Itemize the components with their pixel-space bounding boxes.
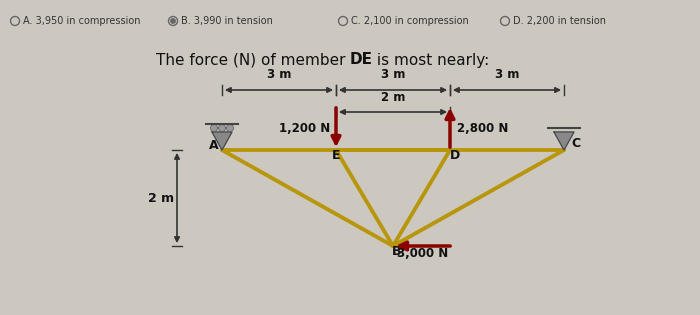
Text: 3 m: 3 m bbox=[381, 68, 405, 81]
Circle shape bbox=[218, 124, 225, 131]
Text: The force (N) of member: The force (N) of member bbox=[155, 53, 350, 67]
Text: 1,200 N: 1,200 N bbox=[279, 122, 330, 135]
Text: 3,000 N: 3,000 N bbox=[398, 247, 449, 260]
Text: DE: DE bbox=[350, 53, 373, 67]
Text: is most nearly:: is most nearly: bbox=[372, 53, 489, 67]
Text: D: D bbox=[450, 149, 460, 162]
Text: 2 m: 2 m bbox=[148, 192, 174, 204]
Text: 3 m: 3 m bbox=[267, 68, 291, 81]
Circle shape bbox=[211, 124, 218, 131]
Text: C: C bbox=[571, 137, 580, 150]
Text: C. 2,100 in compression: C. 2,100 in compression bbox=[351, 16, 469, 26]
Text: A. 3,950 in compression: A. 3,950 in compression bbox=[23, 16, 141, 26]
Circle shape bbox=[171, 19, 175, 23]
Text: 2 m: 2 m bbox=[381, 91, 405, 104]
Text: A: A bbox=[209, 139, 219, 152]
Text: B: B bbox=[392, 245, 402, 258]
Text: B. 3,990 in tension: B. 3,990 in tension bbox=[181, 16, 273, 26]
Text: E: E bbox=[332, 149, 340, 162]
Text: D. 2,200 in tension: D. 2,200 in tension bbox=[513, 16, 606, 26]
Polygon shape bbox=[212, 132, 232, 150]
Text: 3 m: 3 m bbox=[495, 68, 519, 81]
Text: 2,800 N: 2,800 N bbox=[457, 122, 508, 135]
Circle shape bbox=[227, 124, 234, 131]
Polygon shape bbox=[554, 132, 574, 150]
